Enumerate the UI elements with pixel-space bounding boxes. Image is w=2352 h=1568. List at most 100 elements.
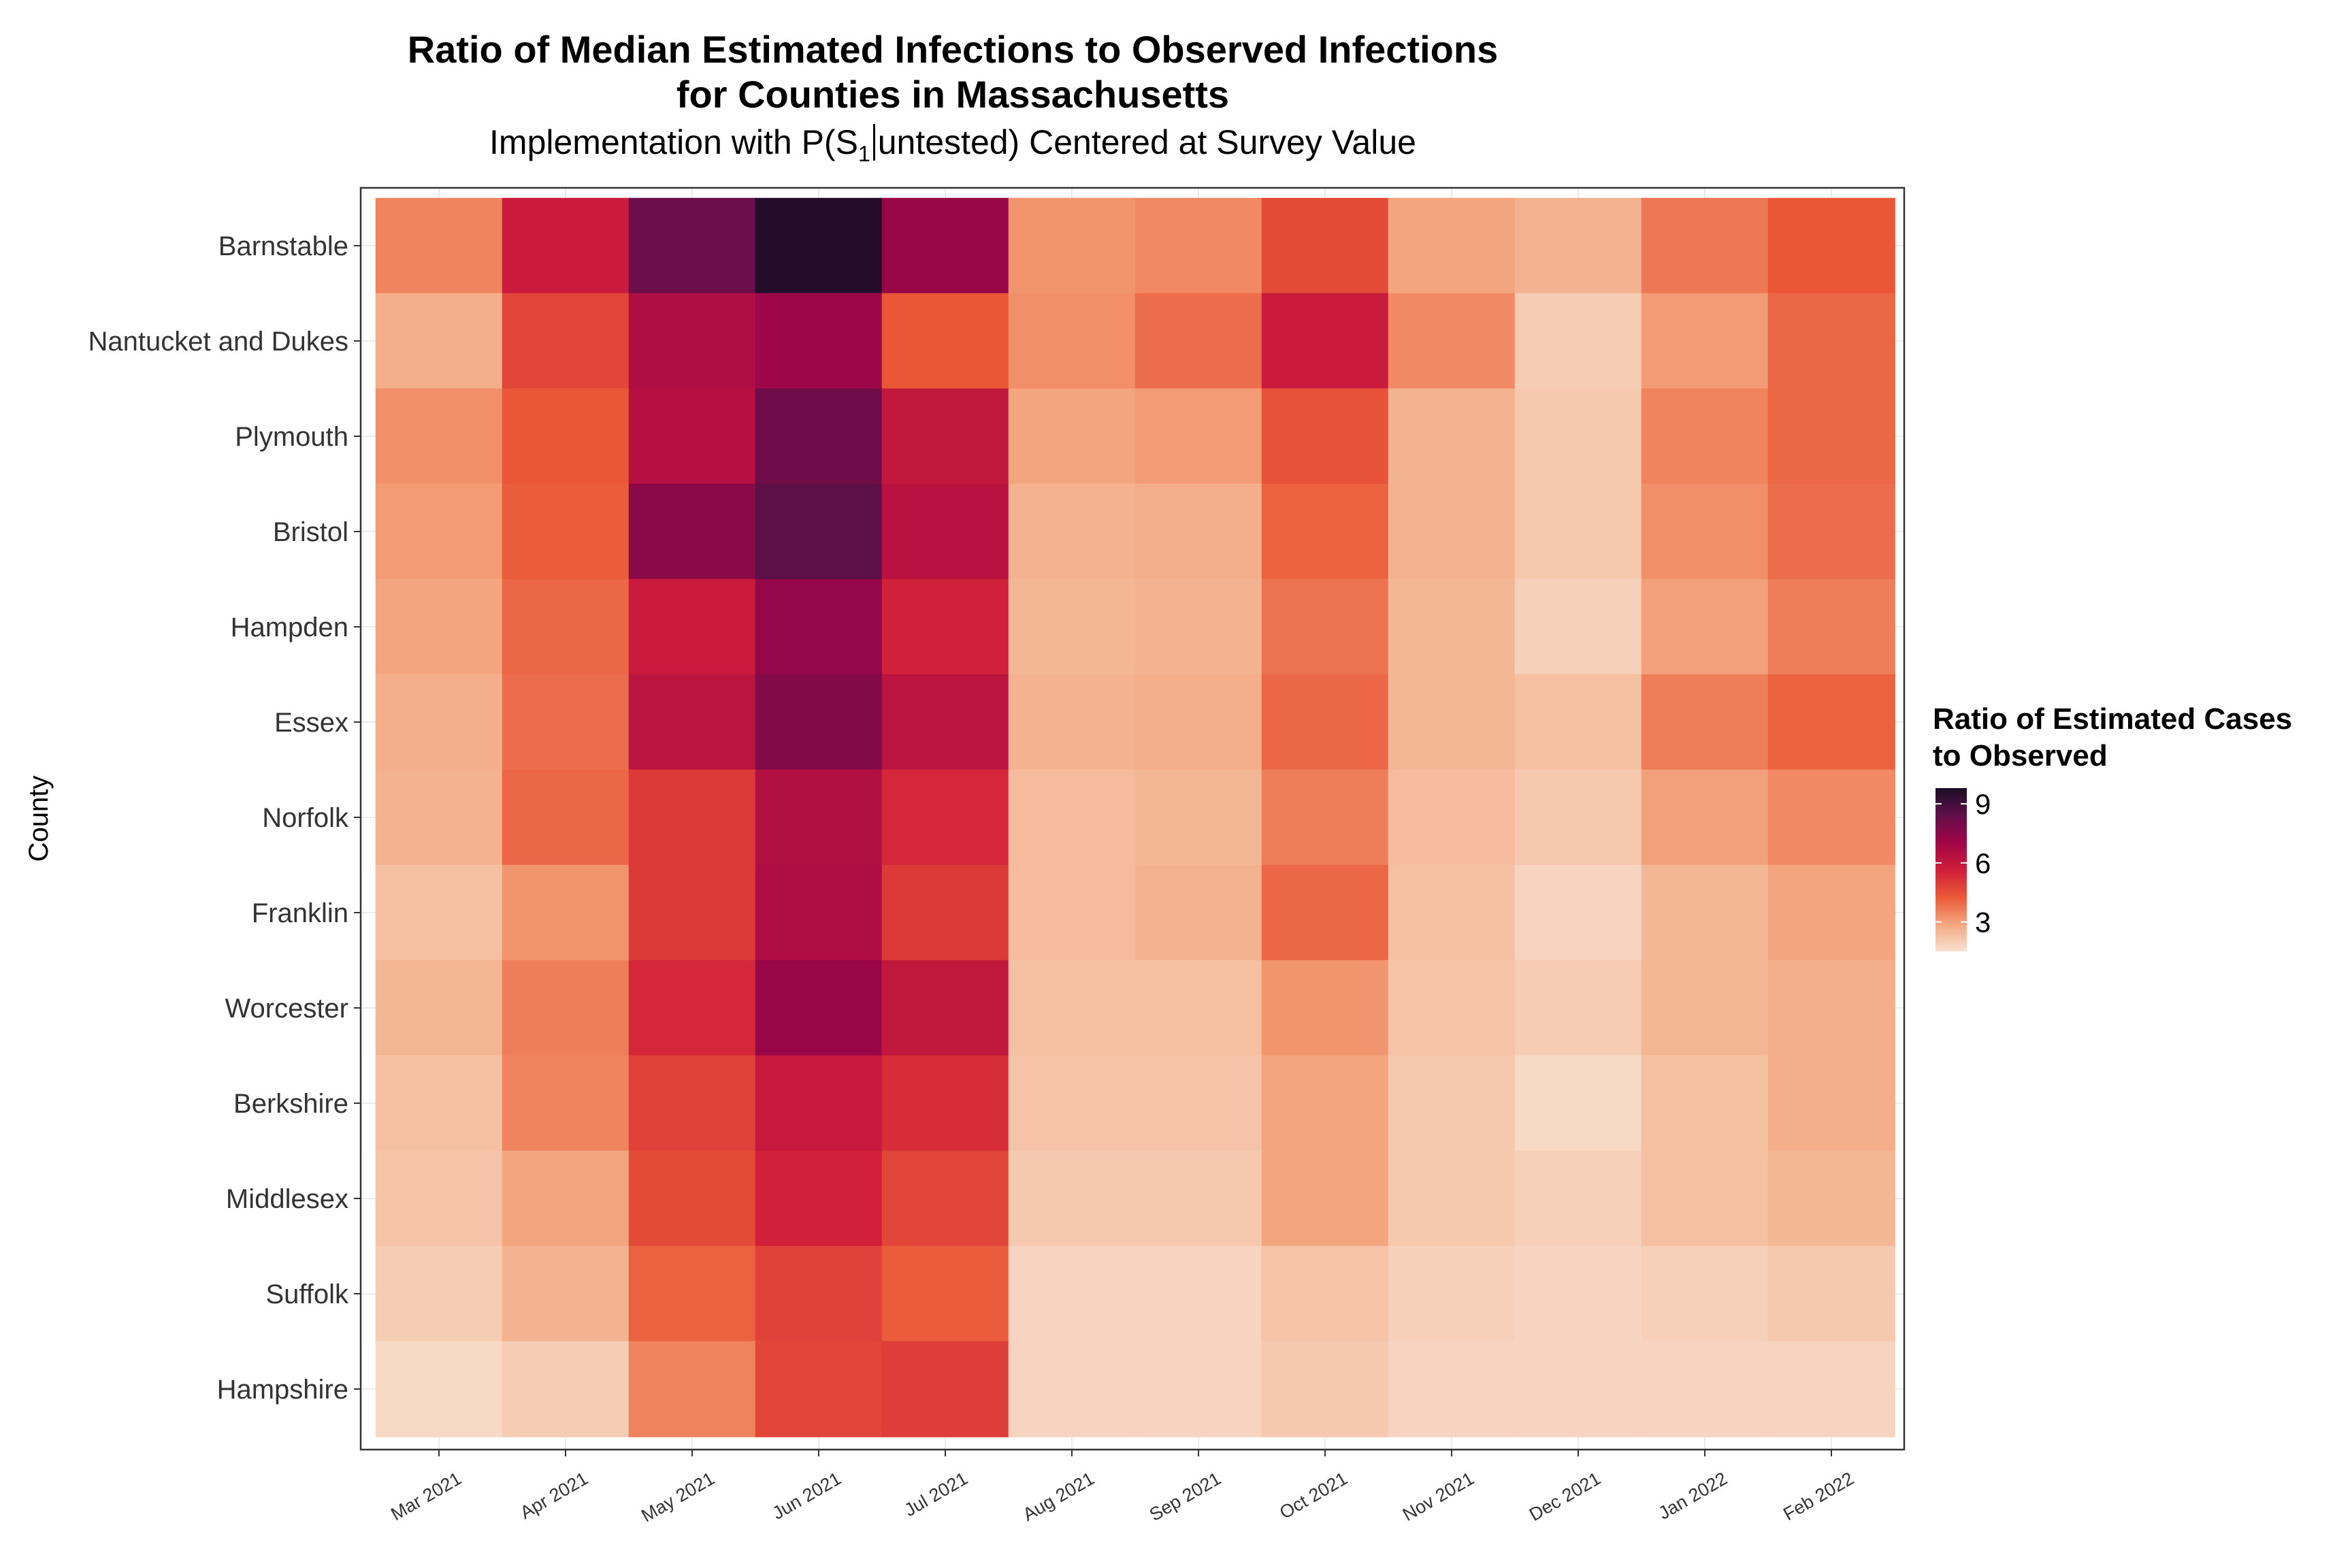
heatmap-cell	[502, 674, 630, 770]
heatmap-cell	[1514, 1150, 1642, 1247]
heatmap-cell	[1514, 388, 1642, 485]
heatmap-cell	[755, 388, 883, 485]
heatmap-cell	[1388, 1150, 1516, 1247]
heatmap-cell	[1514, 864, 1642, 961]
heatmap-cell	[502, 1245, 630, 1342]
heatmap-cell	[628, 769, 756, 866]
heatmap-cell	[1388, 293, 1516, 389]
heatmap-cell	[881, 578, 1009, 675]
heatmap-cell	[755, 483, 883, 580]
y-tick-label: Hampden	[231, 612, 348, 642]
heatmap-cell	[1261, 769, 1389, 866]
y-tick-label: Plymouth	[235, 422, 348, 452]
heatmap-cell	[1134, 197, 1262, 294]
heatmap-cell	[1641, 1341, 1769, 1437]
heatmap-cell	[755, 769, 883, 866]
heatmap-cell	[1134, 1341, 1262, 1437]
heatmap-cell	[375, 674, 503, 770]
heatmap-cell	[1641, 197, 1769, 294]
chart-title-line-1: Ratio of Median Estimated Infections to …	[407, 28, 1499, 71]
heatmap-cell	[628, 293, 756, 389]
y-tick-label: Norfolk	[262, 803, 349, 833]
heatmap-cell	[1261, 1150, 1389, 1247]
heatmap-cell	[1767, 197, 1895, 294]
heatmap-cell	[1134, 293, 1262, 389]
heatmap-cell	[1641, 769, 1769, 866]
y-axis: Barnstable Nantucket and Dukes Plymouth Bri…	[88, 231, 361, 1405]
heatmap-cell	[1008, 960, 1136, 1056]
heatmap-cell	[1261, 293, 1389, 389]
heatmap-cell	[502, 864, 630, 961]
heatmap-cell	[1008, 578, 1136, 675]
heatmap-cell	[1767, 864, 1895, 961]
x-tick-label: Jan 2022	[1655, 1468, 1731, 1524]
heatmap-cell	[755, 960, 883, 1056]
heatmap-cell	[755, 293, 883, 389]
heatmap-cell	[375, 293, 503, 389]
heatmap-cell	[1514, 1341, 1642, 1437]
legend-title-line-1: Ratio of Estimated Cases	[1933, 702, 2293, 736]
x-axis: Mar 2021 Apr 2021 May 2021 Jun 2021 Jul 2021…	[387, 1450, 1857, 1526]
heatmap-cell	[1388, 388, 1516, 485]
heatmap-cell	[1767, 674, 1895, 770]
heatmap-cell	[1261, 197, 1389, 294]
heatmap-cell	[1134, 864, 1262, 961]
heatmap-cell	[1388, 1245, 1516, 1342]
heatmap-cell	[502, 1341, 630, 1437]
heatmap-cell	[1641, 1245, 1769, 1342]
heatmap-cell	[502, 388, 630, 485]
heatmap-cell	[628, 960, 756, 1056]
colorbar-tick-label: 3	[1975, 906, 1991, 938]
heatmap-cell	[1641, 674, 1769, 770]
subtitle-pre: Implementation with P(S	[489, 123, 858, 161]
heatmap-cell	[1134, 1245, 1262, 1342]
heatmap-cell	[502, 769, 630, 866]
y-tick-label: Worcester	[225, 994, 348, 1024]
heatmap-cell	[502, 483, 630, 580]
heatmap-cell	[881, 864, 1009, 961]
heatmap-cell	[881, 1150, 1009, 1247]
heatmap-cell	[1388, 960, 1516, 1056]
heatmap-cell	[1134, 674, 1262, 770]
heatmap-cell	[1514, 769, 1642, 866]
heatmap-cell	[375, 960, 503, 1056]
x-tick-label: Jun 2021	[769, 1468, 845, 1524]
heatmap-cell	[1134, 769, 1262, 866]
heatmap-cell	[755, 1150, 883, 1247]
heatmap-cell	[1261, 674, 1389, 770]
heatmap-cell	[1514, 960, 1642, 1056]
chart-title-line-2: for Counties in Massachusetts	[676, 73, 1230, 116]
heatmap-cell	[628, 197, 756, 294]
heatmap-cell	[881, 293, 1009, 389]
heatmap-cell	[1514, 674, 1642, 770]
heatmap-cell	[1388, 674, 1516, 770]
legend-title-line-2: to Observed	[1933, 739, 2108, 772]
heatmap-cell	[375, 388, 503, 485]
heatmap-cell	[1008, 1245, 1136, 1342]
heatmap-cell	[1641, 578, 1769, 675]
heatmap-cell	[1767, 1245, 1895, 1342]
heatmap-cell	[375, 1150, 503, 1247]
colorbar-tick-label: 9	[1975, 788, 1991, 820]
heatmap-cell	[755, 1245, 883, 1342]
heatmap-cell	[1767, 1341, 1895, 1437]
heatmap-cell	[628, 1245, 756, 1342]
heatmap-cell	[628, 674, 756, 770]
subtitle-subscript: 1	[858, 142, 870, 166]
x-tick-label: Nov 2021	[1399, 1468, 1477, 1525]
heatmap-cell	[628, 388, 756, 485]
y-axis-label: County	[24, 776, 54, 862]
heatmap-cell	[375, 197, 503, 294]
heatmap-cell	[502, 197, 630, 294]
heatmap-cell	[881, 197, 1009, 294]
x-tick-label: Apr 2021	[517, 1468, 591, 1523]
heatmap-cell	[1767, 388, 1895, 485]
heatmap-cell	[1388, 197, 1516, 294]
heatmap-cell	[755, 1055, 883, 1152]
colorbar-ticks: 3 6 9	[1936, 788, 1991, 938]
heatmap-cell	[1767, 1150, 1895, 1247]
legend: Ratio of Estimated Cases to Observed 3 6 9	[1933, 701, 2292, 962]
heatmap-cell	[1514, 197, 1642, 294]
heatmap-cell	[1641, 483, 1769, 580]
heatmap-cell	[375, 864, 503, 961]
